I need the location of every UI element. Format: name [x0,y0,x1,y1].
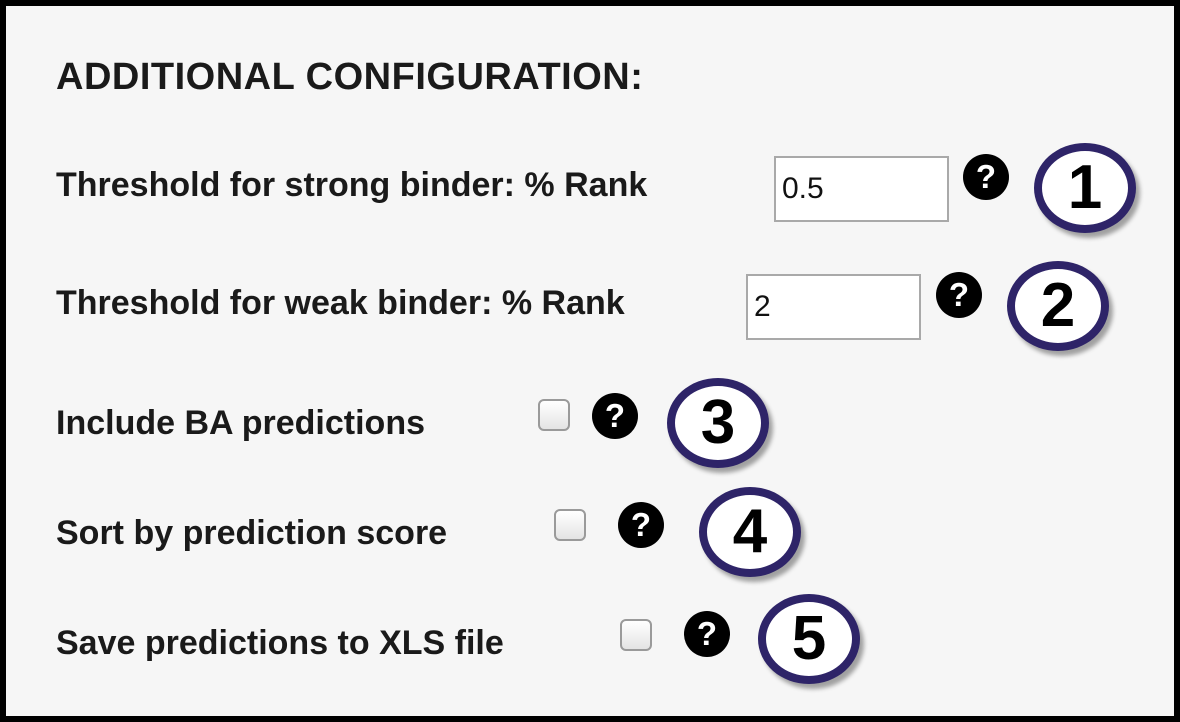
sort-by-score-label: Sort by prediction score [56,514,448,552]
save-xls-label: Save predictions to XLS file [56,624,504,662]
help-icon[interactable]: ? [963,154,1009,200]
callout-badge: 1 [1034,143,1136,233]
callout-badge: 5 [758,594,860,684]
sort-by-score-checkbox[interactable] [554,509,586,541]
help-icon[interactable]: ? [592,393,638,439]
callout-badge: 4 [699,487,801,577]
include-ba-predictions-label: Include BA predictions [56,404,426,442]
section-title: ADDITIONAL CONFIGURATION: [56,56,644,98]
weak-binder-threshold-input[interactable] [746,274,921,340]
strong-binder-label: Threshold for strong binder: % Rank [56,166,648,204]
weak-binder-label: Threshold for weak binder: % Rank [56,284,625,322]
help-icon[interactable]: ? [936,272,982,318]
save-xls-checkbox[interactable] [620,619,652,651]
callout-badge: 2 [1007,261,1109,351]
help-icon[interactable]: ? [618,502,664,548]
include-ba-predictions-checkbox[interactable] [538,399,570,431]
help-icon[interactable]: ? [684,611,730,657]
callout-badge: 3 [667,378,769,468]
strong-binder-threshold-input[interactable] [774,156,949,222]
